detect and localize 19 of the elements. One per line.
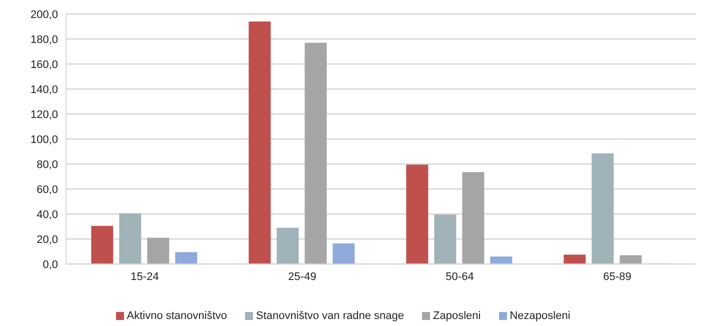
legend-label: Aktivno stanovništvo	[126, 310, 228, 322]
y-tick-label: 100,0	[30, 134, 58, 146]
y-tick-label: 120,0	[30, 108, 58, 121]
y-tick-label: 140,0	[30, 84, 58, 96]
y-tick-label: 60,0	[36, 184, 58, 196]
y-tick-label: 80,0	[36, 158, 58, 171]
y-tick-label: 160,0	[30, 58, 58, 71]
legend-label: Stanovništvo van radne snage	[256, 310, 404, 322]
legend-label: Zaposleni	[433, 310, 481, 322]
y-tick-label: 180,0	[30, 34, 58, 46]
legend-label: Nezaposleni	[510, 310, 570, 322]
x-tick-label: 25-49	[288, 270, 316, 283]
y-tick-label: 200,0	[30, 8, 58, 21]
y-tick-label: 20,0	[36, 234, 58, 246]
y-tick-label: 40,0	[36, 208, 58, 221]
x-tick-label: 65-89	[603, 270, 632, 283]
x-tick-label: 15-24	[130, 270, 159, 283]
x-tick-label: 50-64	[446, 270, 474, 283]
y-tick-label: 0,0	[42, 258, 58, 271]
